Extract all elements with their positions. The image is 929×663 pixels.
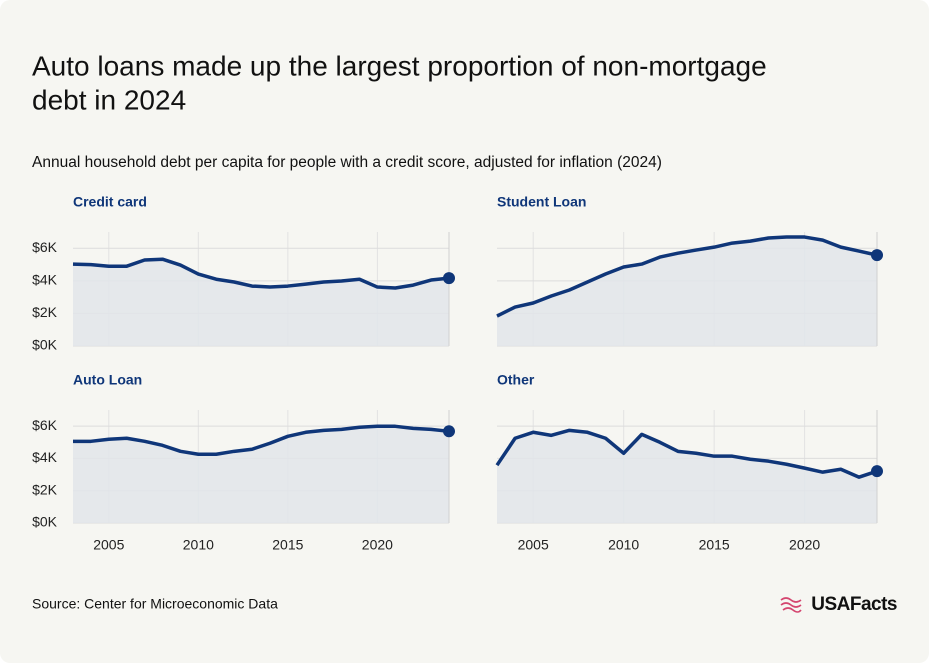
panel-title: Student Loan — [497, 194, 586, 210]
end-point — [871, 465, 883, 478]
y-tick-label: $0K — [32, 337, 58, 353]
end-point — [443, 272, 455, 285]
chart-title-line: Auto loans made up the largest proportio… — [32, 50, 767, 81]
y-tick-label: $0K — [32, 514, 58, 530]
x-tick-label: 2005 — [93, 537, 124, 553]
x-tick-label: 2015 — [699, 537, 730, 553]
x-tick-label: 2010 — [608, 537, 639, 553]
end-point — [871, 249, 883, 262]
panel-title: Auto Loan — [73, 372, 142, 388]
x-tick-label: 2020 — [362, 537, 393, 553]
line — [496, 235, 878, 318]
y-tick-label: $4K — [32, 449, 58, 465]
x-tick-label: 2015 — [272, 537, 303, 553]
line — [495, 428, 878, 479]
x-tick-label: 2010 — [183, 537, 214, 553]
area — [497, 430, 877, 523]
x-tick-label: 2020 — [789, 537, 820, 553]
x-tick-label: 2005 — [518, 537, 549, 553]
panel-title: Credit card — [73, 194, 147, 210]
y-tick-label: $2K — [32, 304, 58, 320]
line — [72, 257, 450, 290]
end-point — [443, 425, 455, 438]
chart-title-line: debt in 2024 — [32, 84, 186, 115]
area — [73, 426, 449, 523]
y-tick-label: $4K — [32, 272, 58, 288]
line — [73, 424, 450, 456]
source-note: Source: Center for Microeconomic Data — [32, 596, 278, 612]
logo-icon — [780, 597, 802, 613]
y-tick-label: $6K — [32, 239, 58, 255]
logo-text: USAFacts — [811, 594, 897, 615]
chart-subtitle: Annual household debt per capita for peo… — [32, 154, 662, 171]
area — [497, 237, 877, 346]
y-tick-label: $6K — [32, 417, 58, 433]
panel-title: Other — [497, 372, 535, 388]
y-tick-label: $2K — [32, 481, 58, 497]
